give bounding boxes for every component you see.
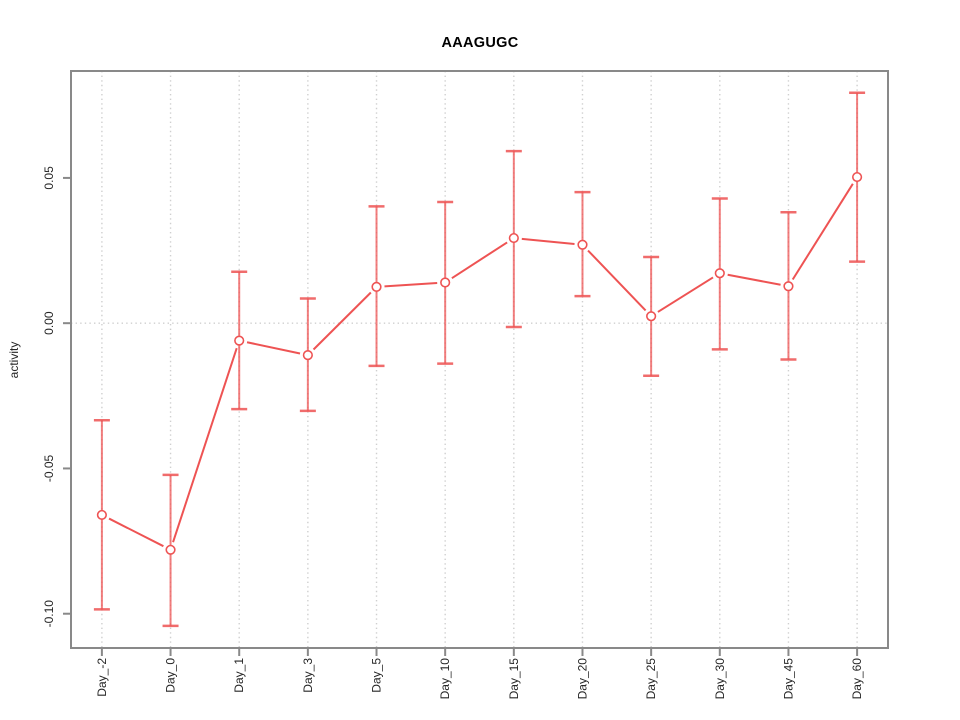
- series-segment: [108, 517, 164, 548]
- y-tick-label: 0.05: [42, 166, 56, 190]
- x-tick-label: Day_45: [781, 658, 795, 700]
- x-tick-label: Day_30: [713, 658, 727, 700]
- data-point: [508, 232, 519, 244]
- series-segment: [246, 341, 301, 355]
- x-tick-label: Day_25: [644, 658, 658, 700]
- data-point: [714, 268, 725, 279]
- series-segment: [312, 291, 372, 351]
- series-segment: [384, 282, 438, 288]
- series-segment: [521, 237, 575, 245]
- x-tick-label: Day_20: [575, 658, 589, 700]
- series-segment: [657, 276, 714, 313]
- x-tick-label: Day_5: [370, 658, 384, 693]
- y-tick-label: -0.05: [42, 454, 56, 482]
- data-point: [371, 281, 382, 292]
- plot-frame: [70, 70, 889, 649]
- x-tick-label: Day_1: [232, 658, 246, 693]
- x-tick-label: Day_15: [507, 658, 521, 700]
- chart-title: AAAGUGC: [441, 35, 519, 51]
- series-segment: [451, 241, 508, 280]
- y-axis-title: activity: [7, 341, 21, 379]
- data-point: [852, 171, 863, 183]
- data-point: [646, 311, 657, 322]
- series-segment: [587, 249, 647, 312]
- x-tick-label: Day_-2: [95, 658, 109, 697]
- data-point: [96, 509, 107, 521]
- x-tick-label: Day_10: [438, 658, 452, 700]
- x-tick-label: Day_3: [301, 658, 315, 693]
- data-point: [302, 350, 313, 361]
- series-segment: [172, 347, 238, 543]
- data-point: [165, 544, 176, 555]
- series-segment: [791, 183, 854, 281]
- x-tick-label: Day_0: [164, 658, 178, 693]
- series-segment: [727, 273, 781, 286]
- y-tick-label: 0.00: [42, 311, 56, 335]
- x-tick-label: Day_60: [850, 658, 864, 700]
- data-point: [577, 239, 588, 250]
- y-tick-label: -0.10: [42, 600, 56, 628]
- data-point: [440, 277, 451, 288]
- data-point: [783, 281, 794, 292]
- data-point: [234, 335, 245, 346]
